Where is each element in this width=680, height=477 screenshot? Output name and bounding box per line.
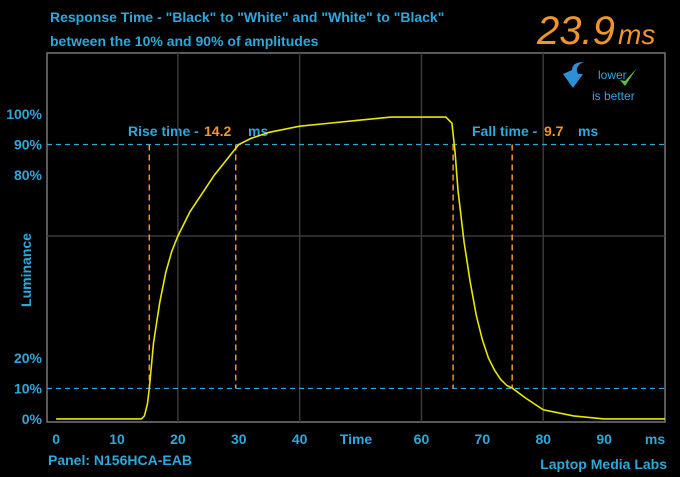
x-tick-label: 10: [109, 431, 125, 447]
annotation-value: 14.2: [204, 123, 231, 139]
y-tick-label: 90%: [14, 136, 43, 152]
badge-text: is better: [592, 89, 635, 103]
badge-icon: [563, 62, 637, 88]
y-tick-label: 80%: [14, 167, 43, 183]
y-tick-label: 100%: [6, 106, 42, 122]
x-axis-unit: ms: [645, 431, 665, 447]
y-tick-label: 20%: [14, 350, 43, 366]
x-tick-label: 80: [535, 431, 551, 447]
x-tick-label: 90: [596, 431, 612, 447]
x-tick-label: 20: [170, 431, 186, 447]
total-unit: ms: [618, 19, 655, 50]
annotation: Rise time -: [128, 123, 199, 139]
x-tick-label: 60: [414, 431, 430, 447]
x-tick-label: 30: [231, 431, 247, 447]
x-axis-label: Time: [340, 431, 373, 447]
panel-label: Panel: N156HCA-EAB: [48, 452, 192, 468]
chart-subtitle: between the 10% and 90% of amplitudes: [50, 33, 319, 49]
plot-frame: [46, 52, 666, 423]
trace: [56, 116, 665, 420]
y-axis-label: Luminance: [18, 233, 34, 307]
credit: Laptop Media Labs: [540, 456, 667, 472]
y-tick-label: 0%: [22, 411, 43, 427]
annotation: Fall time -: [472, 123, 538, 139]
annotation-value: 9.7: [544, 123, 564, 139]
annotation: ms: [578, 123, 598, 139]
x-tick-label: 40: [292, 431, 308, 447]
x-tick-label: 70: [475, 431, 491, 447]
badge-text: lower: [598, 68, 627, 82]
chart-title: Response Time - "Black" to "White" and "…: [50, 9, 444, 25]
y-tick-label: 10%: [14, 380, 43, 396]
total-value: 23.9: [536, 9, 615, 53]
x-tick-label: 0: [52, 431, 60, 447]
